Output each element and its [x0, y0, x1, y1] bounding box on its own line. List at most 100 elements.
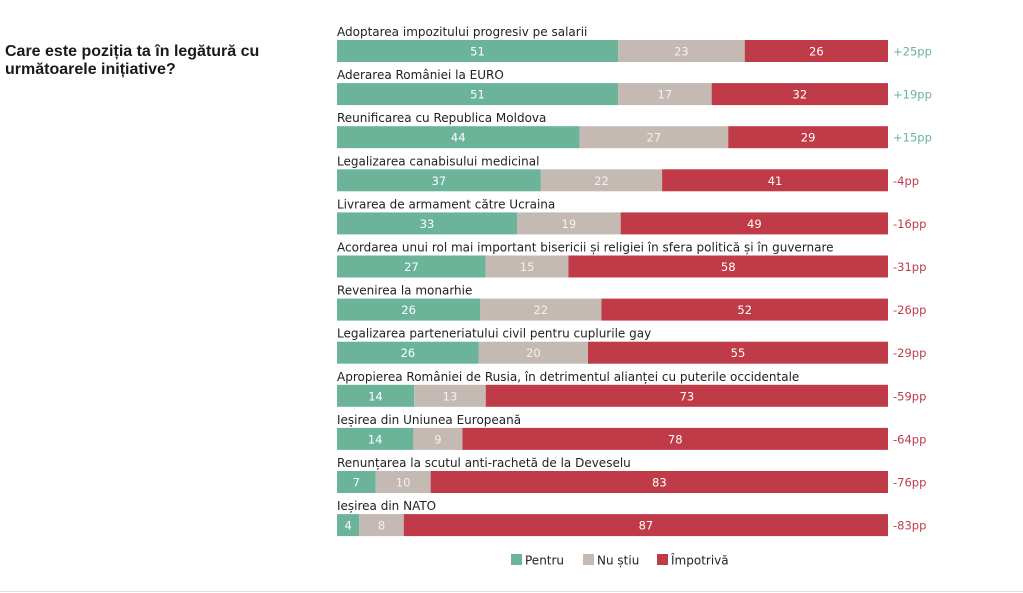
row-label: Ieșirea din Uniunea Europeană	[337, 413, 521, 427]
bottom-divider	[0, 591, 1023, 592]
bar-value-label: 27	[404, 260, 419, 274]
bar-value-label: 44	[451, 131, 466, 145]
bar-segment-pentru	[337, 212, 518, 235]
bar-segment-mpotriv	[485, 384, 888, 407]
bar-segment-pentru	[337, 341, 479, 364]
bar-value-label: 9	[434, 432, 441, 446]
bar-segment-pentru	[337, 169, 541, 192]
bar-segment-mpotriv	[430, 471, 888, 493]
row-label: Acordarea unui rol mai important biseric…	[337, 241, 834, 255]
row-label: Adoptarea impozitului progresiv pe salar…	[337, 25, 587, 39]
bar-value-label: 20	[526, 346, 541, 360]
net-difference-label: -4pp	[893, 174, 919, 188]
bar-value-label: 7	[353, 476, 360, 490]
row-label: Aderarea României la EURO	[337, 68, 504, 82]
bar-value-label: 26	[401, 346, 416, 360]
bar-value-label: 37	[432, 174, 447, 188]
bar-value-label: 58	[721, 260, 736, 274]
bar-value-label: 32	[793, 88, 808, 102]
bar-segment-mpotriv	[601, 298, 888, 321]
bar-value-label: 23	[674, 45, 689, 59]
net-difference-label: +19pp	[893, 88, 932, 102]
bar-value-label: 78	[668, 432, 683, 446]
net-difference-label: -16pp	[893, 217, 926, 231]
net-difference-label: -83pp	[893, 519, 926, 533]
bar-segment-mpotriv	[568, 255, 888, 278]
net-difference-label: +15pp	[893, 131, 932, 145]
bar-segment-nutiu	[485, 255, 569, 278]
bar-segment-mpotriv	[711, 83, 888, 106]
chart-title: Care este poziția ta în legătură cu urmă…	[5, 43, 260, 78]
bar-value-label: 19	[562, 217, 577, 231]
bar-value-label: 26	[401, 303, 416, 317]
net-difference-label: -59pp	[893, 389, 926, 403]
bar-segment-pentru	[337, 255, 486, 278]
legend-swatch	[511, 554, 522, 565]
bar-segment-nutiu	[579, 126, 729, 149]
bar-segment-pentru	[337, 126, 580, 149]
bar-value-label: 51	[470, 88, 485, 102]
bar-value-label: 33	[420, 217, 435, 231]
legend-label: Nu știu	[597, 554, 639, 568]
row-label: Renunțarea la scutul anti-rachetă de la …	[337, 456, 631, 470]
bar-value-label: 51	[470, 45, 485, 59]
bar-segment-pentru	[337, 471, 376, 493]
bar-value-label: 55	[731, 346, 746, 360]
bar-value-label: 27	[647, 131, 662, 145]
net-difference-label: -76pp	[893, 476, 926, 490]
bar-segment-pentru	[337, 384, 415, 407]
bar-segment-nutiu	[618, 83, 712, 106]
bar-value-label: 83	[652, 476, 667, 490]
bar-segment-nutiu	[413, 427, 463, 450]
bar-value-label: 10	[396, 476, 411, 490]
bar-segment-mpotriv	[620, 212, 888, 235]
bar-value-label: 13	[443, 389, 458, 403]
bar-segment-nutiu	[414, 384, 486, 407]
bar-value-label: 14	[368, 389, 383, 403]
bar-value-label: 52	[737, 303, 752, 317]
bar-segment-nutiu	[540, 169, 663, 192]
bar-value-label: 4	[344, 519, 351, 533]
net-difference-label: -26pp	[893, 303, 926, 317]
bar-value-label: 22	[534, 303, 549, 317]
bar-value-label: 29	[801, 131, 816, 145]
row-label: Revenirea la monarhie	[337, 284, 472, 298]
bar-segment-mpotriv	[587, 341, 888, 364]
bar-value-label: 8	[378, 519, 385, 533]
bar-segment-pentru	[337, 298, 481, 321]
row-label: Ieșirea din NATO	[337, 499, 436, 513]
bar-value-label: 14	[368, 432, 383, 446]
legend-swatch	[657, 554, 668, 565]
net-difference-label: -64pp	[893, 432, 926, 446]
bar-segment-nutiu	[517, 212, 621, 235]
bar-segment-mpotriv	[744, 40, 888, 62]
bar-segment-nutiu	[480, 298, 602, 321]
bar-value-label: 26	[809, 45, 824, 59]
bar-value-label: 17	[658, 88, 673, 102]
bar-segment-mpotriv	[403, 514, 888, 537]
bar-value-label: 15	[520, 260, 535, 274]
bar-value-label: 49	[747, 217, 762, 231]
bar-segment-pentru	[337, 514, 360, 537]
net-difference-label: +25pp	[893, 45, 932, 59]
legend-swatch	[583, 554, 594, 565]
bar-segment-pentru	[337, 40, 619, 62]
net-difference-label: -29pp	[893, 346, 926, 360]
bar-segment-mpotriv	[728, 126, 888, 149]
bar-value-label: 73	[680, 389, 695, 403]
bar-segment-nutiu	[478, 341, 588, 364]
bar-value-label: 41	[768, 174, 783, 188]
bar-value-label: 22	[594, 174, 609, 188]
bar-segment-mpotriv	[662, 169, 888, 192]
bar-value-label: 87	[639, 519, 654, 533]
bar-segment-nutiu	[359, 514, 404, 537]
legend-label: Împotrivă	[670, 553, 729, 568]
bar-segment-pentru	[337, 83, 619, 106]
row-label: Legalizarea canabisului medicinal	[337, 154, 539, 168]
row-label: Reunificarea cu Republica Moldova	[337, 111, 546, 125]
row-label: Livrarea de armament către Ucraina	[337, 197, 555, 211]
net-difference-label: -31pp	[893, 260, 926, 274]
bar-segment-nutiu	[618, 40, 745, 62]
legend-label: Pentru	[525, 554, 564, 568]
bar-segment-mpotriv	[462, 427, 888, 450]
